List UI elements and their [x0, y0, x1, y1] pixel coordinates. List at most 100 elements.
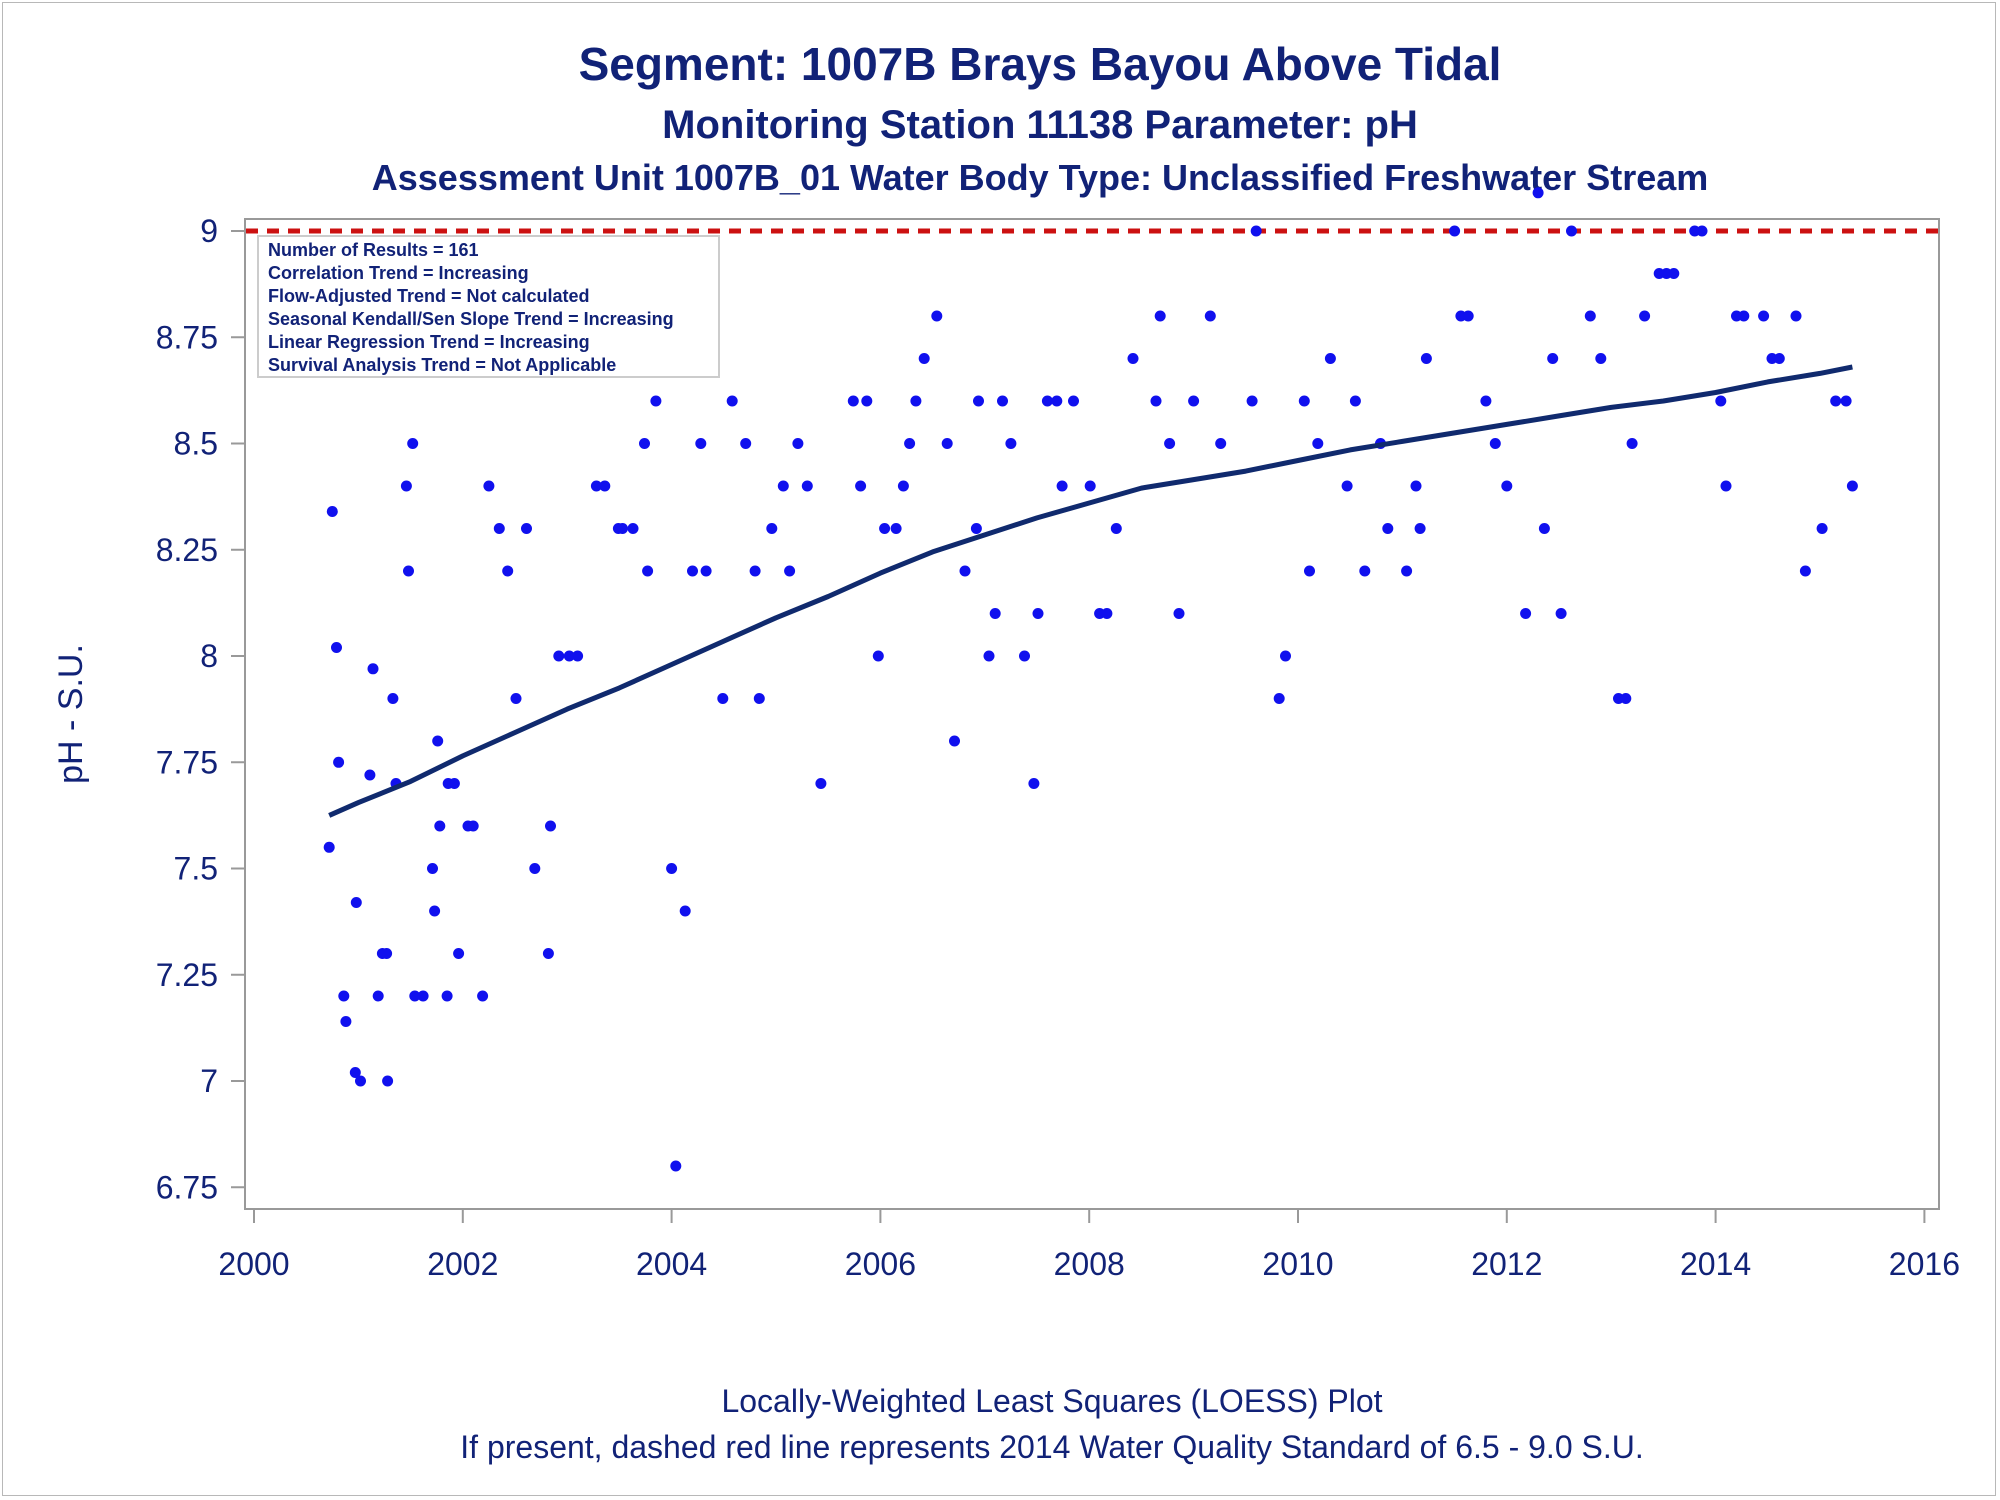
data-point [1068, 395, 1079, 407]
data-point [467, 820, 479, 832]
data-point [403, 565, 414, 577]
data-point [777, 480, 789, 492]
y-tick-label: 8.25 [156, 532, 218, 568]
data-point [1799, 565, 1811, 577]
data-point [427, 863, 438, 874]
chart-title: Segment: 1007B Brays Bayou Above Tidal [579, 38, 1502, 90]
data-point [331, 642, 342, 653]
data-point [1246, 395, 1258, 407]
data-point [1341, 480, 1353, 492]
y-axis-label: pH - S.U. [52, 644, 90, 784]
y-tick-label: 8 [200, 638, 218, 674]
data-point [1173, 608, 1185, 619]
data-point [904, 438, 916, 449]
data-point [983, 650, 995, 662]
data-point [326, 506, 338, 517]
data-point [545, 820, 556, 832]
data-point [1449, 225, 1461, 237]
data-point [973, 395, 984, 407]
data-point [338, 990, 350, 1002]
data-point [695, 438, 707, 449]
data-point [529, 863, 541, 874]
x-tick-label: 2000 [218, 1246, 289, 1282]
data-point [1715, 395, 1727, 407]
data-point [1401, 565, 1413, 577]
data-point [1520, 608, 1532, 619]
data-point [434, 820, 446, 832]
data-point [1154, 310, 1166, 322]
chart-subtitle-assessment: Assessment Unit 1007B_01 Water Body Type… [372, 157, 1709, 198]
data-point [1790, 310, 1802, 322]
y-tick-label: 7.75 [156, 744, 218, 780]
data-point [679, 905, 691, 917]
data-point [1584, 310, 1596, 322]
data-point [1696, 225, 1708, 237]
data-point [1204, 310, 1216, 322]
x-tick-label: 2016 [1889, 1246, 1960, 1282]
data-point [1532, 187, 1544, 199]
data-point [1250, 225, 1262, 237]
data-point [910, 395, 922, 407]
data-point [1028, 778, 1040, 789]
data-point [417, 990, 429, 1002]
data-point [1312, 438, 1324, 449]
y-tick-label: 7.5 [174, 851, 218, 887]
data-point [1547, 353, 1559, 364]
data-point [563, 650, 575, 662]
data-point [1127, 353, 1139, 364]
data-point [1150, 395, 1162, 407]
data-point [382, 1075, 394, 1087]
data-point [1846, 480, 1858, 492]
data-point [1816, 523, 1828, 534]
y-tick-label: 7 [200, 1063, 218, 1099]
data-point [1566, 225, 1577, 237]
data-point [590, 480, 602, 492]
data-point [1056, 480, 1068, 492]
data-point [726, 395, 738, 407]
data-point [861, 395, 873, 407]
data-point [432, 735, 444, 747]
data-point [1720, 480, 1732, 492]
data-point [453, 948, 465, 959]
data-point [1041, 395, 1053, 407]
data-point [931, 310, 943, 322]
data-points [323, 187, 1858, 1172]
data-point [333, 756, 345, 768]
data-point [890, 523, 902, 534]
data-point [1215, 438, 1227, 449]
data-point [493, 523, 505, 534]
data-point [1538, 523, 1550, 534]
data-point [815, 778, 827, 789]
data-point [872, 650, 884, 662]
data-point [1501, 480, 1513, 492]
data-point [1414, 523, 1426, 534]
data-point [1349, 395, 1361, 407]
data-point [1830, 395, 1842, 407]
data-point [740, 438, 752, 449]
data-point [784, 565, 796, 577]
data-point [627, 523, 639, 534]
inset-line-seasonal-kendall: Seasonal Kendall/Sen Slope Trend = Incre… [268, 309, 674, 329]
data-point [355, 1075, 366, 1087]
data-point [1462, 310, 1474, 322]
data-point [1280, 650, 1291, 662]
data-point [1188, 395, 1200, 407]
inset-line-results: Number of Results = 161 [268, 240, 479, 260]
data-point [792, 438, 804, 449]
data-point [323, 841, 335, 853]
data-point [1324, 353, 1336, 364]
inset-line-correlation: Correlation Trend = Increasing [268, 263, 529, 283]
data-point [409, 990, 421, 1002]
data-point [350, 897, 362, 908]
x-tick-label: 2014 [1680, 1246, 1751, 1282]
data-point [381, 948, 393, 959]
data-point [897, 480, 909, 492]
data-point [1164, 438, 1176, 449]
x-tick-label: 2006 [845, 1246, 916, 1282]
loess-curve [328, 364, 1853, 818]
data-point [749, 565, 761, 577]
data-point [553, 650, 565, 662]
data-point [1480, 395, 1492, 407]
data-point [599, 480, 611, 492]
data-point [959, 565, 971, 577]
